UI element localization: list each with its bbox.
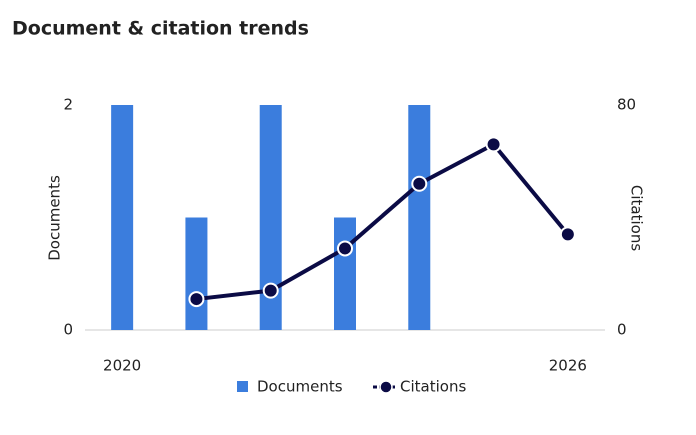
legend-label: Citations xyxy=(400,378,466,396)
legend-label: Documents xyxy=(257,378,343,396)
bar xyxy=(259,105,282,330)
y2-tick-label: 80 xyxy=(617,96,636,114)
chart-title: Document & citation trends xyxy=(12,18,309,40)
bar xyxy=(111,105,134,330)
bar xyxy=(408,105,431,330)
y2-axis-label: Citations xyxy=(628,185,646,251)
y-tick-label: 2 xyxy=(63,96,73,114)
point xyxy=(411,175,428,192)
point xyxy=(188,291,205,308)
point xyxy=(559,226,576,243)
legend-swatch xyxy=(379,380,393,394)
x-tick-label: 2020 xyxy=(103,357,141,375)
point xyxy=(262,282,279,299)
bar xyxy=(334,217,356,330)
point xyxy=(337,240,353,257)
point xyxy=(485,136,502,153)
legend-swatch xyxy=(237,381,248,392)
line xyxy=(196,141,570,302)
x-tick-label: 2026 xyxy=(549,357,587,375)
y2-tick-label: 0 xyxy=(617,321,627,339)
bar xyxy=(185,217,208,330)
y-tick-label: 0 xyxy=(63,321,73,339)
y-axis-label: Documents xyxy=(46,175,64,261)
